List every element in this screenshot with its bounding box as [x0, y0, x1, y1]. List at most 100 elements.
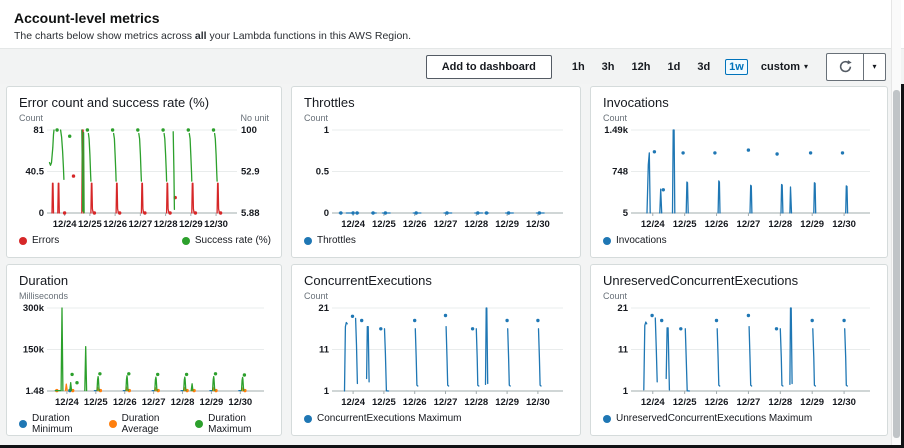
chart-plot-duration[interactable]: 1.48 150k 300k 12/24 12/25 12/26 12/27 12/28 12/…	[17, 303, 271, 413]
legend-label: Success rate (%)	[194, 235, 271, 246]
svg-text:40.5: 40.5	[26, 167, 45, 178]
refresh-icon	[839, 60, 852, 73]
svg-text:12/27: 12/27	[737, 219, 761, 230]
svg-text:1: 1	[623, 386, 629, 397]
legend-item[interactable]: Errors	[19, 235, 59, 246]
vertical-scrollbar[interactable]	[891, 0, 901, 445]
chart-legend: Throttles	[304, 235, 570, 246]
legend-marker	[181, 236, 190, 245]
chart-panel-throttles: Throttles Count 0 0.5 1 12/24 12/25 12/26 12/27 1…	[291, 86, 581, 258]
chart-legend: UnreservedConcurrentExecutions Maximum	[603, 413, 877, 424]
time-range-3d[interactable]: 3d	[697, 60, 711, 73]
y-axis-label: Count	[603, 291, 628, 301]
scrollbar-thumb[interactable]	[893, 90, 900, 438]
chart-legend: Invocations	[603, 235, 877, 246]
svg-text:12/25: 12/25	[372, 397, 396, 408]
chart-legend: ConcurrentExecutions Maximum	[304, 413, 570, 424]
svg-text:12/29: 12/29	[200, 397, 224, 408]
svg-text:21: 21	[318, 303, 329, 314]
y-axis-label: Count	[603, 113, 628, 123]
chart-title: Throttles	[304, 95, 355, 110]
svg-text:1.48: 1.48	[26, 386, 45, 397]
charts-grid: Error count and success rate (%) Count No …	[0, 84, 904, 445]
svg-text:21: 21	[617, 303, 628, 314]
svg-text:11: 11	[618, 345, 629, 356]
time-range-12h[interactable]: 12h	[631, 60, 651, 73]
legend-label: ConcurrentExecutions Maximum	[317, 413, 462, 424]
axis-labels: Count	[304, 113, 568, 125]
y-axis-label: Count	[19, 113, 44, 123]
chart-legend: Errors Success rate (%)	[19, 235, 271, 246]
time-range-3h[interactable]: 3h	[601, 60, 615, 73]
page-title: Account-level metrics	[14, 10, 160, 26]
svg-text:1.49k: 1.49k	[604, 125, 628, 136]
svg-text:12/25: 12/25	[78, 219, 102, 230]
chart-plot-throttles[interactable]: 0 0.5 1 12/24 12/25 12/26 12/27 12/28 12/29 12/30	[302, 125, 570, 235]
legend-item[interactable]: Duration Average	[108, 413, 180, 435]
legend-item[interactable]: ConcurrentExecutions Maximum	[304, 413, 462, 424]
svg-text:12/28: 12/28	[464, 219, 488, 230]
svg-text:52.9: 52.9	[241, 167, 260, 178]
svg-text:5.88: 5.88	[241, 208, 260, 219]
legend-marker	[603, 414, 611, 423]
svg-text:0: 0	[324, 208, 329, 219]
svg-text:1: 1	[324, 386, 330, 397]
svg-text:12/27: 12/27	[434, 219, 458, 230]
svg-text:12/25: 12/25	[673, 397, 697, 408]
time-range-1h[interactable]: 1h	[571, 60, 585, 73]
chart-title: Error count and success rate (%)	[19, 95, 210, 110]
chevron-down-icon: ▾	[803, 61, 808, 71]
legend-label: Errors	[32, 235, 60, 246]
svg-text:1: 1	[324, 125, 330, 136]
legend-marker	[195, 420, 204, 428]
y-axis-label: Count	[304, 291, 329, 301]
svg-text:12/28: 12/28	[768, 219, 792, 230]
legend-marker	[304, 236, 312, 245]
chart-title: Invocations	[603, 95, 669, 110]
svg-text:12/26: 12/26	[113, 397, 137, 408]
chevron-down-icon: ▾	[872, 61, 877, 71]
svg-text:12/28: 12/28	[154, 219, 178, 230]
svg-text:81: 81	[33, 125, 44, 136]
svg-text:12/24: 12/24	[341, 219, 365, 230]
svg-text:12/24: 12/24	[341, 397, 365, 408]
legend-item[interactable]: Throttles	[304, 235, 356, 246]
axis-labels: Count	[603, 291, 875, 303]
time-range-group: 1h 3h 12h 1d 3d 1w custom ▾	[570, 58, 808, 75]
svg-text:12/30: 12/30	[204, 219, 228, 230]
svg-text:0: 0	[39, 208, 44, 219]
chart-panel-invocations: Invocations Count 5 748 1.49k 12/24 12/25 12/26…	[590, 86, 888, 258]
window-edge-bottom	[0, 445, 904, 448]
svg-text:748: 748	[612, 167, 628, 178]
refresh-options-button[interactable]: ▾	[864, 52, 886, 81]
svg-text:12/27: 12/27	[142, 397, 166, 408]
time-range-1w[interactable]: 1w	[725, 58, 748, 75]
legend-item[interactable]: UnreservedConcurrentExecutions Maximum	[603, 413, 812, 424]
svg-text:12/30: 12/30	[526, 219, 550, 230]
svg-text:12/30: 12/30	[228, 397, 252, 408]
svg-text:12/28: 12/28	[171, 397, 195, 408]
refresh-button[interactable]	[826, 52, 864, 81]
add-to-dashboard-button[interactable]: Add to dashboard	[425, 54, 552, 79]
legend-item[interactable]: Duration Minimum	[19, 413, 93, 435]
legend-item[interactable]: Duration Maximum	[195, 413, 271, 435]
svg-text:12/26: 12/26	[403, 219, 427, 230]
chart-plot-invocations[interactable]: 5 748 1.49k 12/24 12/25 12/26 12/27 12/28 12/29 1…	[601, 125, 877, 235]
svg-text:11: 11	[319, 345, 330, 356]
legend-marker	[19, 236, 27, 245]
svg-text:150k: 150k	[23, 345, 45, 356]
axis-labels: Count	[603, 113, 875, 125]
svg-text:12/30: 12/30	[832, 397, 856, 408]
svg-text:12/28: 12/28	[768, 397, 792, 408]
custom-label: custom	[760, 60, 800, 73]
svg-text:100: 100	[241, 125, 257, 136]
legend-label: UnreservedConcurrentExecutions Maximum	[616, 413, 813, 424]
svg-text:12/26: 12/26	[705, 397, 729, 408]
time-range-custom[interactable]: custom ▾	[761, 61, 808, 73]
time-range-1d[interactable]: 1d	[667, 60, 681, 73]
legend-item[interactable]: Invocations	[603, 235, 667, 246]
legend-item[interactable]: Success rate (%)	[181, 235, 271, 246]
